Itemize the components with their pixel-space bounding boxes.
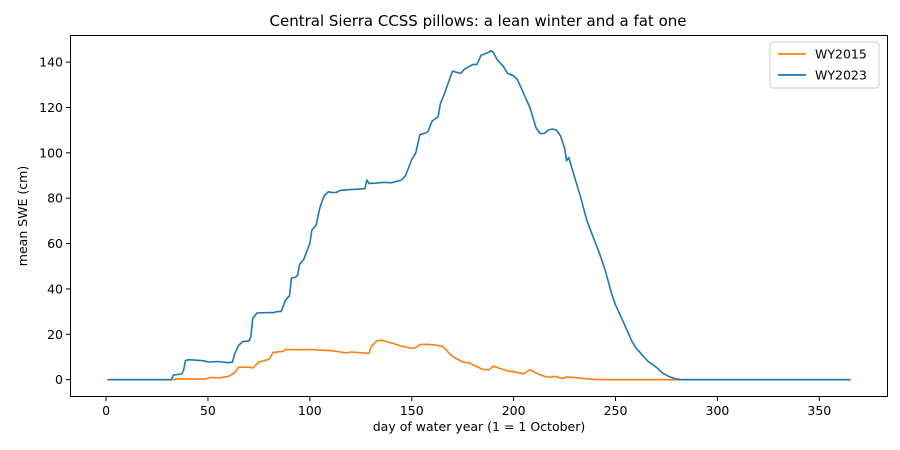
y-axis-title: mean SWE (cm): [15, 166, 30, 266]
y-tick-label: 60: [47, 236, 63, 251]
x-tick-label: 100: [298, 403, 322, 418]
x-tick-label: 350: [807, 403, 831, 418]
x-axis: 0 50 100 150 200 250 300 350: [102, 396, 831, 418]
y-tick-label: 100: [39, 145, 63, 160]
x-tick-label: 300: [706, 403, 730, 418]
legend-label-wy2023: WY2023: [815, 68, 867, 83]
plot-area: [107, 49, 851, 381]
x-tick-label: 150: [400, 403, 424, 418]
y-tick-label: 40: [47, 281, 63, 296]
x-tick-label: 250: [604, 403, 628, 418]
x-tick-label: 0: [102, 403, 110, 418]
series-line-wy2015: [107, 339, 851, 381]
legend-label-wy2015: WY2015: [815, 47, 867, 62]
y-tick-label: 120: [39, 100, 63, 115]
y-tick-label: 0: [55, 372, 63, 387]
y-axis: 0 20 40 60 80 100 120 140: [39, 55, 71, 387]
chart-title: Central Sierra CCSS pillows: a lean wint…: [270, 12, 687, 30]
legend: WY2015 WY2023: [769, 41, 880, 89]
y-tick-label: 80: [47, 191, 63, 206]
y-tick-label: 140: [39, 55, 63, 70]
x-axis-title: day of water year (1 = 1 October): [373, 419, 586, 434]
plot-frame: [70, 35, 888, 397]
series-line-wy2023: [107, 49, 851, 381]
x-tick-label: 200: [502, 403, 526, 418]
y-tick-label: 20: [47, 327, 63, 342]
x-tick-label: 50: [200, 403, 216, 418]
